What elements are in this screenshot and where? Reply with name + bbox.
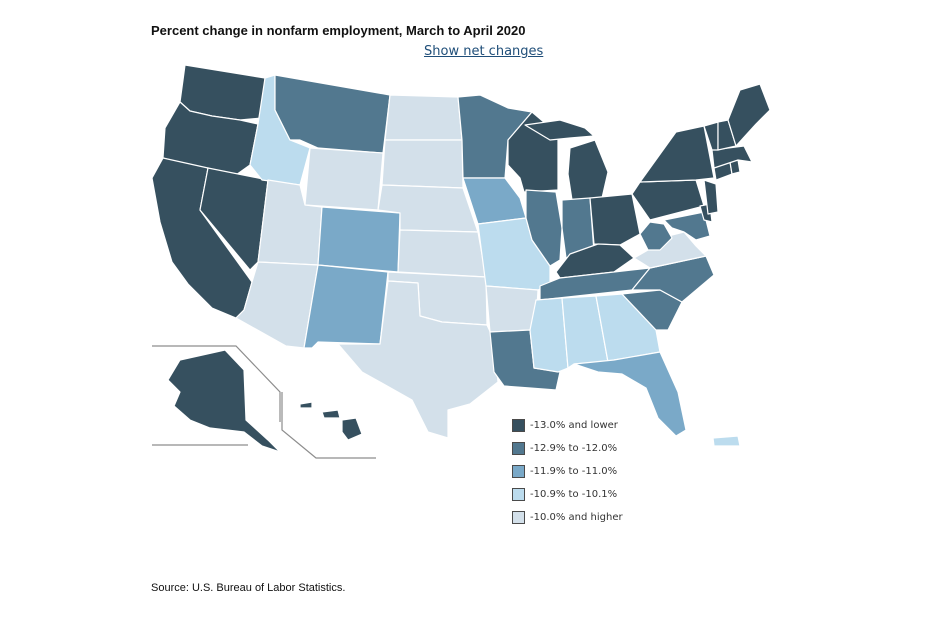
state-alaska[interactable]: [167, 349, 281, 453]
state-massachusetts[interactable]: [711, 145, 753, 169]
legend-item: -12.9% to -12.0%: [512, 437, 623, 460]
state-new-jersey[interactable]: [703, 179, 719, 215]
legend-item: -11.9% to -11.0%: [512, 460, 623, 483]
state-west-virginia[interactable]: [639, 221, 673, 251]
legend-label: -10.0% and higher: [530, 512, 623, 523]
source-note: Source: U.S. Bureau of Labor Statistics.: [151, 582, 346, 594]
state-arkansas[interactable]: [485, 285, 539, 333]
legend-swatch: [512, 419, 525, 432]
show-net-changes-link[interactable]: Show net changes: [424, 44, 544, 59]
state-pennsylvania[interactable]: [631, 179, 705, 221]
legend-swatch: [512, 488, 525, 501]
state-michigan-lower[interactable]: [567, 139, 609, 201]
legend-swatch: [512, 511, 525, 524]
legend-item: -13.0% and lower: [512, 414, 623, 437]
map-title: Percent change in nonfarm employment, Ma…: [151, 23, 526, 38]
state-nevada[interactable]: [199, 167, 269, 271]
legend-label: -13.0% and lower: [530, 420, 618, 431]
state-illinois[interactable]: [525, 189, 563, 267]
legend-item: -10.0% and higher: [512, 506, 623, 529]
legend: -13.0% and lower -12.9% to -12.0% -11.9%…: [512, 414, 623, 529]
legend-swatch: [512, 465, 525, 478]
state-michigan-upper[interactable]: [524, 119, 595, 141]
alaska-inset-frame: [152, 345, 281, 422]
state-north-dakota[interactable]: [384, 94, 463, 141]
state-mississippi[interactable]: [529, 297, 569, 373]
state-hawaii-big-island[interactable]: [341, 417, 363, 441]
state-colorado[interactable]: [317, 206, 401, 273]
state-wyoming[interactable]: [304, 147, 384, 211]
legend-label: -10.9% to -10.1%: [530, 489, 618, 500]
state-kansas[interactable]: [397, 229, 487, 278]
hawaii-inset-frame: [281, 392, 376, 459]
legend-label: -11.9% to -11.0%: [530, 466, 618, 477]
state-texas[interactable]: [337, 280, 499, 439]
legend-label: -12.9% to -12.0%: [530, 443, 618, 454]
state-hawaii-oahu[interactable]: [299, 401, 313, 409]
state-maine[interactable]: [727, 83, 771, 147]
state-iowa[interactable]: [462, 177, 527, 225]
state-new-mexico[interactable]: [303, 264, 389, 349]
state-south-dakota[interactable]: [381, 139, 464, 189]
state-south-carolina[interactable]: [621, 289, 683, 331]
legend-item: -10.9% to -10.1%: [512, 483, 623, 506]
state-hawaii-maui[interactable]: [321, 409, 341, 419]
state-new-york[interactable]: [639, 125, 715, 183]
state-ohio[interactable]: [589, 193, 641, 246]
territory-puerto-rico[interactable]: [712, 435, 741, 447]
state-florida[interactable]: [573, 351, 687, 437]
legend-swatch: [512, 442, 525, 455]
